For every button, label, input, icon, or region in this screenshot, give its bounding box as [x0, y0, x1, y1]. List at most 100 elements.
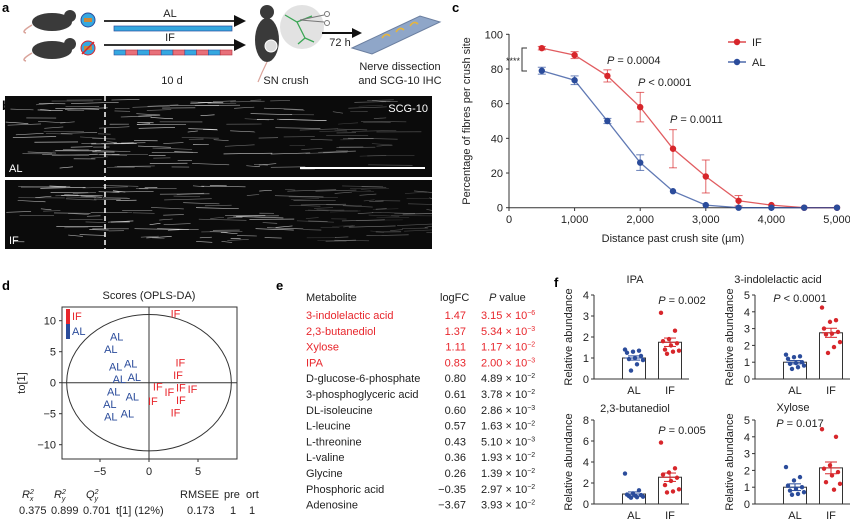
y-tick-label: −5	[43, 409, 56, 421]
fibre-streak	[60, 132, 98, 134]
x-tick-label: IF	[665, 385, 675, 397]
fibre-streak	[64, 226, 89, 229]
fibre-streak	[330, 210, 361, 213]
fibre-streak	[79, 234, 105, 236]
fibre-streak	[367, 155, 415, 157]
data-point-IF	[674, 475, 680, 480]
p-value: 5.10 × 10−3	[481, 436, 535, 448]
fibre-streak	[375, 208, 387, 210]
fibre-streak	[200, 114, 215, 116]
data-point-IF	[819, 427, 825, 432]
legend-marker	[733, 38, 741, 46]
legend-marker	[733, 58, 741, 66]
fibre-streak	[17, 200, 46, 203]
fibre-streak	[6, 211, 32, 213]
fibre-streak	[283, 108, 305, 111]
fibre-streak	[132, 212, 155, 214]
table-row: L-leucine 0.57 1.63 × 10−2	[306, 421, 535, 433]
fibre-streak	[136, 113, 160, 116]
fibre-streak	[183, 202, 220, 205]
data-point-IF	[662, 347, 668, 352]
score-point-AL: AL	[109, 362, 122, 374]
fibre-streak	[12, 136, 57, 138]
fibre-streak	[89, 154, 128, 156]
p-value-annotation: P = 0.0011	[670, 114, 723, 126]
data-point-AL	[634, 362, 640, 367]
data-point-IF	[837, 481, 843, 487]
fibre-streak	[426, 209, 433, 211]
fibre-streak	[263, 107, 304, 110]
fibre-streak	[289, 204, 321, 207]
panel-e-table: Metabolite logFC P value 3-indolelactic aci…	[306, 292, 535, 512]
panel-c-chart: 0 1,000 2,000 3,000 4,000 5,000 0 20 40 60 80 100 Di…	[461, 29, 850, 245]
fibre-streak	[287, 189, 337, 192]
panel-label-f: f	[554, 275, 559, 290]
point-IF	[604, 72, 611, 80]
point-IF	[538, 44, 545, 52]
data-point-AL	[795, 491, 801, 497]
fibre-streak	[198, 218, 247, 221]
point-AL	[833, 204, 841, 211]
data-point-AL	[640, 494, 646, 499]
fibre-streak	[234, 106, 255, 109]
table-row: Xylose 1.11 1.17 × 10−2	[306, 342, 535, 354]
diet-block	[184, 49, 197, 56]
data-point-IF	[831, 344, 837, 350]
score-point-AL: AL	[104, 344, 117, 356]
fibre-streak	[372, 100, 386, 103]
fibre-streak	[310, 139, 333, 141]
data-point-IF	[662, 482, 668, 488]
score-point-IF: IF	[171, 308, 181, 320]
fibre-streak	[188, 128, 218, 130]
ort-value: 1	[249, 505, 255, 517]
data-point-IF	[827, 463, 833, 468]
p-value-annotation: P = 0.002	[658, 295, 705, 307]
fibre-streak	[341, 219, 385, 222]
fibre-streak	[250, 99, 262, 101]
label-if: IF	[9, 235, 19, 247]
fibre-streak	[38, 121, 66, 124]
fibre-streak	[230, 130, 256, 133]
fibre-streak	[348, 137, 398, 140]
point-AL	[735, 204, 742, 211]
y-tick-label: 100	[485, 29, 503, 41]
y-tick-label: 4	[744, 307, 750, 319]
diet-block	[208, 49, 221, 56]
subplot-title: 3-indolelactic acid	[734, 274, 821, 286]
fibre-streak	[370, 230, 385, 233]
p-value: 3.78 × 10−2	[481, 389, 535, 401]
rmsee-label: RMSEE	[180, 489, 219, 501]
line-IF	[541, 47, 837, 209]
point-AL	[669, 188, 677, 195]
fibre-streak	[305, 217, 319, 219]
logfc-value: 0.61	[445, 389, 466, 401]
fibre-streak	[209, 231, 228, 233]
data-point-AL	[785, 483, 791, 488]
x-axis-label: Distance past crush site (µm)	[602, 233, 745, 245]
diet-block	[219, 49, 233, 56]
diet-block	[125, 49, 138, 56]
fibre-streak	[354, 101, 398, 103]
y-tick-label: 4	[583, 457, 589, 469]
nerve-icon	[280, 5, 324, 49]
fibre-streak	[246, 165, 260, 168]
metabolite-name: Glycine	[306, 468, 343, 480]
fibre-streak	[397, 223, 433, 226]
data-point-IF	[821, 326, 827, 331]
p-value-annotation: P = 0.0004	[607, 55, 661, 67]
readout-line2: and SCG-10 IHC	[358, 75, 441, 87]
x-tick-label: 1,000	[561, 214, 589, 226]
score-point-AL: AL	[121, 408, 134, 420]
subplot-2: 0 2 4 6 8 Relative abundance 2,3-butanediol P =…	[563, 403, 706, 520]
diet-label-if: IF	[165, 32, 175, 44]
column-header: logFC	[440, 292, 469, 304]
y-tick-label: 80	[491, 64, 503, 76]
data-point-IF	[676, 348, 682, 353]
fibre-streak	[301, 148, 323, 150]
diet-block	[137, 49, 150, 56]
subplot-title: Xylose	[776, 402, 809, 414]
fibre-streak	[318, 150, 356, 153]
p-value: 2.97 × 10−2	[481, 484, 535, 496]
point-IF	[669, 145, 677, 152]
fibre-streak	[319, 130, 347, 132]
